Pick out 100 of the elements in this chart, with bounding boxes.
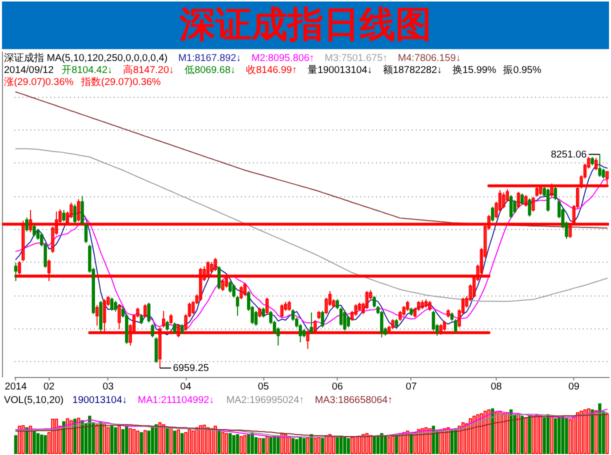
bar: [192, 430, 195, 454]
candlestick: [413, 307, 417, 318]
candlestick: [332, 298, 336, 308]
bar: [350, 437, 354, 454]
bar: [384, 436, 387, 454]
bar: [166, 428, 169, 454]
bar: [269, 437, 272, 454]
candlestick: [328, 290, 332, 306]
bar: [476, 414, 480, 454]
candlestick: [320, 310, 324, 328]
bar: [439, 430, 442, 454]
bar: [561, 416, 564, 454]
candlestick: [506, 188, 509, 202]
bar: [576, 412, 580, 454]
candlestick: [587, 156, 590, 170]
candlestick: [265, 297, 269, 315]
candlestick: [368, 290, 372, 300]
legend-title: VOL(5,10,20): [4, 394, 64, 406]
bar: [484, 410, 487, 454]
candlestick: [520, 192, 524, 206]
candlestick: [380, 310, 384, 338]
bar: [136, 430, 140, 454]
bar: [125, 426, 128, 454]
candlestick: [95, 304, 99, 326]
candlestick: [350, 310, 354, 322]
candlestick: [180, 324, 184, 335]
bar: [158, 422, 162, 454]
bar: [532, 416, 535, 454]
bar: [346, 438, 350, 454]
bar: [394, 435, 398, 454]
bar: [387, 437, 391, 454]
text: M2:8095.806↑: [251, 53, 314, 64]
candlestick: [288, 300, 291, 312]
bar: [210, 428, 214, 454]
candlestick: [221, 278, 224, 292]
bar: [362, 434, 365, 454]
bar: [583, 409, 587, 454]
candlestick: [391, 318, 394, 330]
bar: [580, 410, 583, 454]
bar: [44, 435, 47, 454]
bar: [169, 427, 173, 454]
bar: [295, 439, 298, 454]
candlestick: [162, 310, 166, 328]
bar: [372, 436, 376, 454]
bar: [502, 413, 506, 454]
candlestick: [406, 300, 410, 312]
candlestick: [424, 298, 428, 308]
candlestick: [154, 336, 158, 364]
candlestick: [346, 315, 350, 328]
bar: [528, 416, 532, 454]
bar: [144, 430, 147, 454]
bar: [221, 432, 224, 454]
candlestick: [114, 300, 118, 312]
bar: [232, 435, 236, 454]
x-tick-label: 02: [44, 381, 56, 392]
text: MA2:196995024↑: [226, 394, 304, 406]
bar: [121, 429, 125, 454]
candlestick: [317, 310, 320, 320]
bar: [176, 430, 180, 454]
bar: [22, 425, 25, 454]
candlestick: [461, 297, 465, 315]
candlestick: [446, 308, 450, 318]
bar: [568, 419, 572, 454]
candlestick: [354, 304, 358, 316]
candlestick: [494, 201, 498, 219]
bar: [128, 428, 132, 454]
bar: [265, 436, 269, 454]
candlestick: [166, 320, 169, 332]
bar: [465, 423, 468, 454]
candlestick: [498, 190, 502, 212]
candlestick: [110, 297, 114, 312]
candlestick: [594, 157, 598, 171]
bar: [32, 431, 36, 454]
bar: [62, 421, 66, 454]
bar: [391, 436, 394, 454]
bar: [598, 403, 602, 454]
bar: [587, 408, 590, 454]
bar: [99, 422, 102, 454]
candlestick: [513, 200, 516, 214]
candlestick: [254, 310, 258, 326]
x-tick-label: 05: [258, 381, 270, 392]
candlestick: [546, 188, 550, 212]
bar: [118, 425, 121, 454]
bar: [140, 432, 144, 454]
candlestick: [192, 300, 195, 315]
x-tick-label: 08: [490, 381, 502, 392]
bar: [236, 434, 240, 454]
text: M1:8167.892↓: [178, 53, 242, 64]
bar: [317, 437, 320, 454]
bar: [106, 427, 110, 454]
candlestick: [280, 304, 284, 318]
x-tick-label: 06: [332, 381, 344, 392]
candlestick: [106, 295, 110, 306]
candlestick: [73, 204, 77, 224]
candlestick: [136, 307, 140, 318]
bar: [95, 424, 99, 454]
candlestick: [502, 192, 506, 209]
candlestick: [217, 266, 221, 290]
bar: [276, 436, 280, 454]
bar: [14, 435, 18, 454]
